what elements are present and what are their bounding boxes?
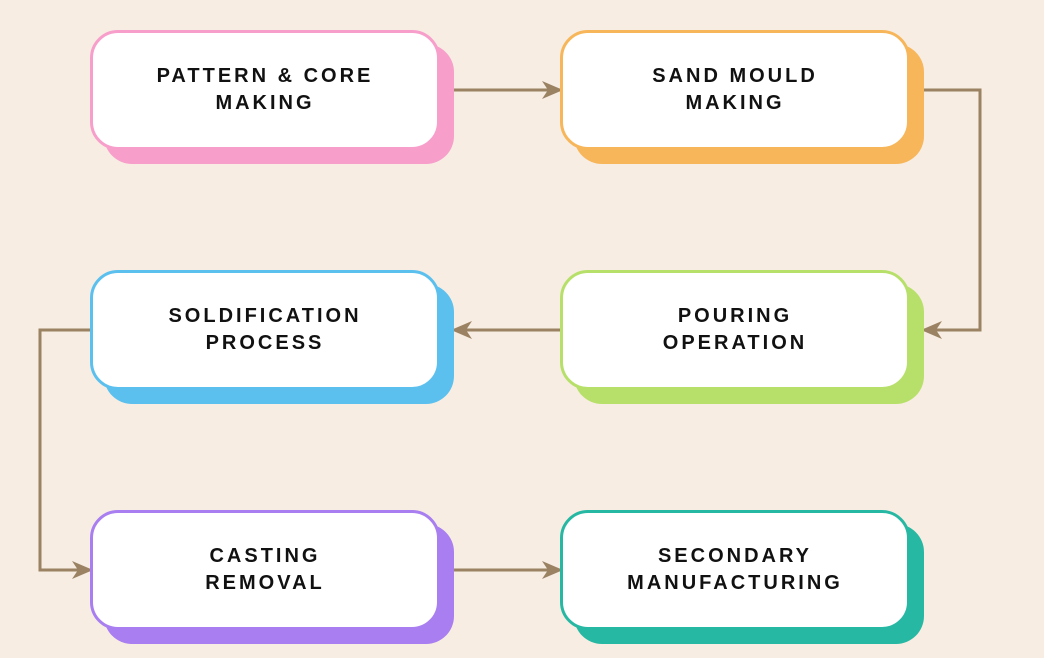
node-box: POURING OPERATION <box>560 270 910 390</box>
node-label: PATTERN & CORE MAKING <box>157 63 374 117</box>
flowchart-node: POURING OPERATION <box>560 270 910 390</box>
flowchart-node: SOLDIFICATION PROCESS <box>90 270 440 390</box>
flowchart-node: SECONDARY MANUFACTURING <box>560 510 910 630</box>
flowchart-edge <box>40 330 90 570</box>
node-label: POURING OPERATION <box>663 303 807 357</box>
node-label: CASTING REMOVAL <box>205 543 325 597</box>
node-box: SAND MOULD MAKING <box>560 30 910 150</box>
node-box: SOLDIFICATION PROCESS <box>90 270 440 390</box>
flowchart-node: SAND MOULD MAKING <box>560 30 910 150</box>
flowchart-canvas: PATTERN & CORE MAKING SAND MOULD MAKING PO… <box>0 0 1044 658</box>
node-box: PATTERN & CORE MAKING <box>90 30 440 150</box>
node-label: SAND MOULD MAKING <box>652 63 818 117</box>
flowchart-edge <box>924 90 980 330</box>
node-box: CASTING REMOVAL <box>90 510 440 630</box>
flowchart-node: PATTERN & CORE MAKING <box>90 30 440 150</box>
node-label: SOLDIFICATION PROCESS <box>168 303 361 357</box>
flowchart-node: CASTING REMOVAL <box>90 510 440 630</box>
node-box: SECONDARY MANUFACTURING <box>560 510 910 630</box>
node-label: SECONDARY MANUFACTURING <box>627 543 843 597</box>
